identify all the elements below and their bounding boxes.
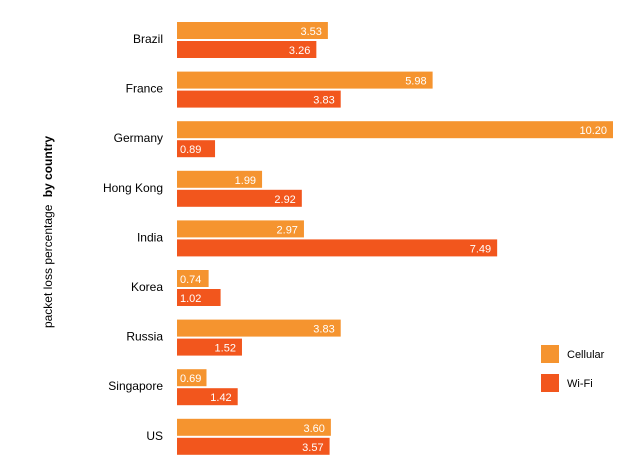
value-label-cellular-india: 2.97	[277, 224, 298, 236]
value-label-cellular-germany: 10.20	[579, 125, 607, 137]
value-label-cellular-brazil: 3.53	[300, 26, 321, 38]
value-label-wi-fi-germany: 0.89	[180, 144, 201, 156]
category-label-india: India	[137, 230, 163, 244]
bar-wi-fi-us	[177, 437, 330, 455]
value-label-cellular-korea: 0.74	[180, 274, 201, 286]
value-label-wi-fi-hong-kong: 2.92	[274, 194, 295, 206]
category-labels: Brazil France Germany Hong Kong India Korea Ru…	[103, 32, 163, 443]
bar-cellular-india	[177, 220, 304, 238]
legend: Cellular Wi-Fi	[541, 345, 605, 392]
category-label-hong-kong: Hong Kong	[103, 181, 163, 195]
legend-label-wifi: Wi-Fi	[567, 378, 593, 390]
bar-cellular-russia	[177, 319, 341, 337]
legend-label-cellular: Cellular	[567, 349, 605, 361]
category-label-brazil: Brazil	[133, 32, 163, 46]
value-label-wi-fi-singapore: 1.42	[210, 392, 231, 404]
value-label-cellular-france: 5.98	[405, 76, 426, 88]
bars	[177, 22, 613, 455]
bar-cellular-germany	[177, 121, 613, 139]
bar-cellular-us	[177, 418, 331, 436]
bar-wi-fi-hong-kong	[177, 189, 302, 207]
value-label-cellular-hong-kong: 1.99	[235, 175, 256, 187]
category-label-russia: Russia	[126, 330, 163, 344]
bar-wi-fi-korea	[177, 289, 221, 306]
category-label-korea: Korea	[131, 280, 163, 294]
value-label-cellular-singapore: 0.69	[180, 373, 201, 385]
bar-wi-fi-germany	[177, 140, 216, 158]
bar-wi-fi-india	[177, 239, 498, 257]
value-label-wi-fi-france: 3.83	[313, 95, 334, 107]
category-label-us: US	[146, 429, 163, 443]
value-label-wi-fi-india: 7.49	[470, 243, 491, 255]
value-label-cellular-us: 3.60	[303, 423, 324, 435]
legend-swatch-cellular	[541, 345, 559, 363]
bar-cellular-hong-kong	[177, 170, 263, 188]
value-label-wi-fi-us: 3.57	[302, 442, 323, 454]
category-label-france: France	[126, 82, 164, 96]
value-label-wi-fi-brazil: 3.26	[289, 45, 310, 57]
bar-wi-fi-brazil	[177, 41, 317, 58]
bar-cellular-korea	[177, 270, 209, 287]
value-labels: 3.53 3.26 5.98 3.83 10.20 0.89 1.99 2.92 2.97 7.4…	[180, 26, 607, 454]
bar-cellular-singapore	[177, 369, 207, 387]
y-axis-label: packet loss percentage by country	[41, 136, 55, 328]
bar-cellular-france	[177, 71, 433, 89]
category-label-germany: Germany	[114, 131, 163, 145]
bar-cellular-brazil	[177, 22, 328, 39]
value-label-cellular-russia: 3.83	[313, 324, 334, 336]
bar-wi-fi-singapore	[177, 388, 238, 406]
value-label-wi-fi-russia: 1.52	[215, 343, 236, 355]
bar-wi-fi-russia	[177, 338, 242, 356]
bar-wi-fi-france	[177, 90, 341, 108]
category-label-singapore: Singapore	[108, 379, 163, 393]
value-label-wi-fi-korea: 1.02	[180, 293, 201, 305]
legend-swatch-wifi	[541, 374, 559, 392]
